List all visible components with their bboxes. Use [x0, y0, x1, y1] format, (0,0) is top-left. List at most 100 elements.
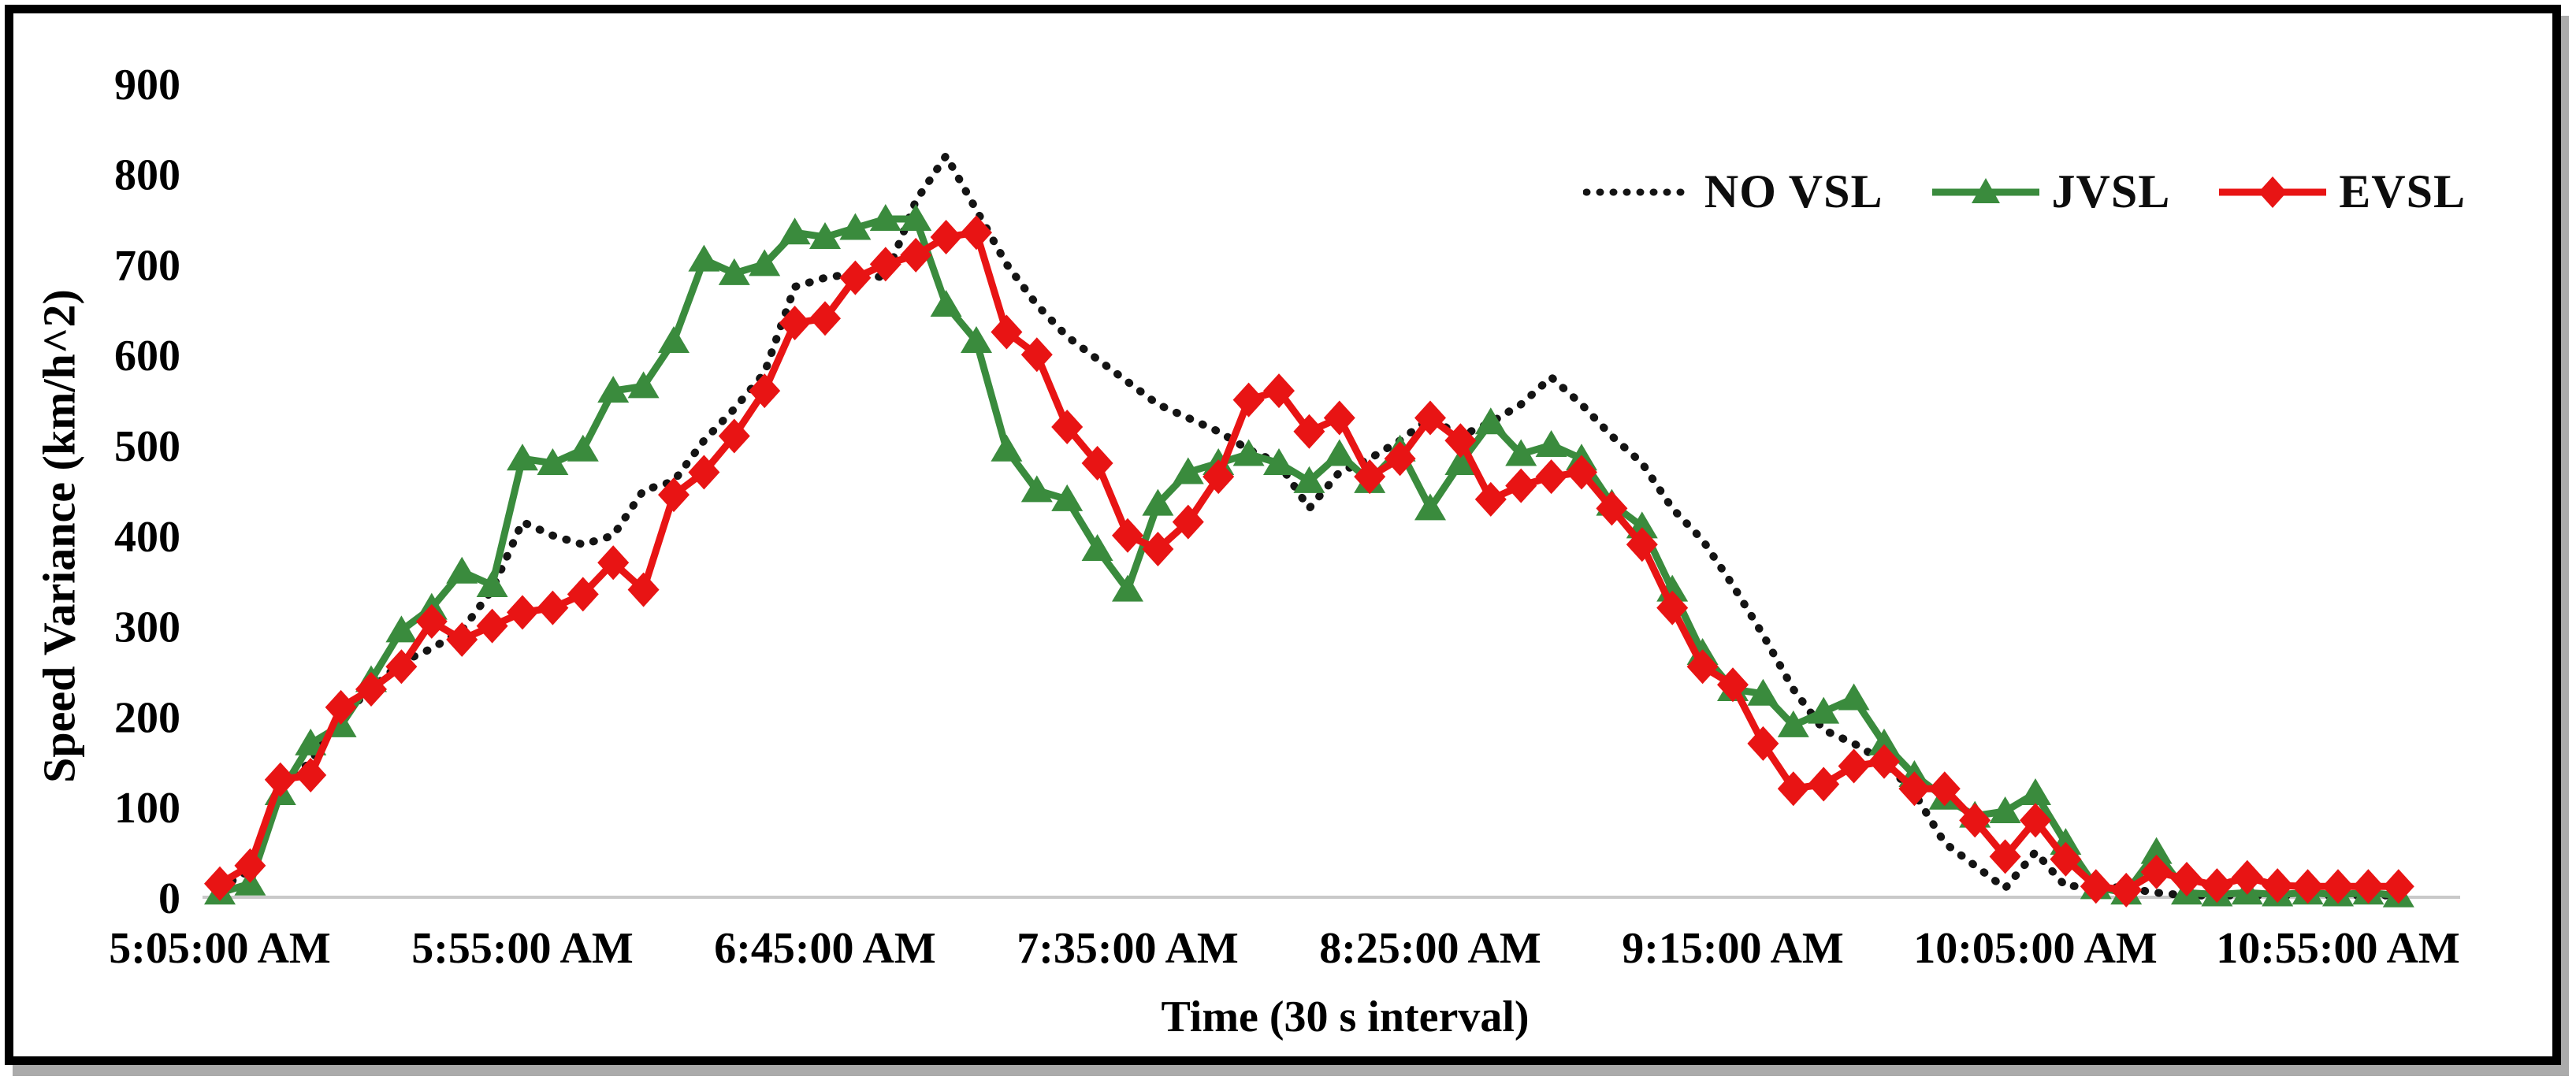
diamond-marker	[1747, 726, 1779, 761]
diamond-marker	[2110, 872, 2143, 907]
triangle-marker	[1444, 447, 1477, 475]
diamond-marker	[355, 671, 387, 707]
triangle-marker	[1838, 683, 1870, 711]
triangle-marker	[839, 213, 872, 240]
diamond-marker	[1323, 400, 1355, 436]
series-line	[216, 215, 2403, 900]
diamond-marker	[385, 649, 418, 685]
diamond-marker	[537, 590, 569, 625]
diamond-marker	[930, 219, 962, 254]
diamond-marker	[1656, 590, 1689, 625]
legend-item-evsl: EVSL	[2217, 165, 2466, 219]
diamond-marker	[1959, 803, 1991, 838]
diamond-marker	[1081, 445, 1113, 481]
x-tick-label: 6:45:00 AM	[714, 924, 936, 973]
triangle-marker	[658, 325, 690, 353]
triangle-marker	[2020, 778, 2051, 805]
diamond-marker	[2140, 854, 2173, 889]
x-tick-label: 5:05:00 AM	[109, 924, 331, 973]
x-tick-label: 10:55:00 AM	[2216, 924, 2460, 973]
diamond-marker	[1414, 400, 1446, 436]
diamond-marker	[1596, 491, 1628, 526]
diamond-marker	[446, 622, 478, 657]
diamond-marker	[1898, 771, 1931, 807]
triangle-marker	[1505, 439, 1537, 466]
diamond-marker	[1626, 527, 1658, 562]
diamond-marker	[627, 572, 660, 607]
x-tick-label: 7:35:00 AM	[1017, 924, 1239, 973]
diamond-marker	[1686, 649, 1719, 685]
triangle-marker	[1414, 493, 1446, 521]
triangle-line-icon	[1931, 177, 2039, 203]
triangle-marker	[1323, 439, 1355, 466]
triangle-marker	[385, 615, 418, 643]
figure-frame: 0 100 200 300 400 500 600 700 800 900 5:05:00 AM 5:…	[5, 5, 2561, 1065]
diamond-marker	[749, 373, 781, 409]
x-tick-label: 8:25:00 AM	[1319, 924, 1541, 973]
triangle-marker	[991, 434, 1023, 462]
series-no-vsl	[216, 151, 2403, 900]
diamond-marker	[1112, 518, 1143, 553]
triangle-marker	[1868, 728, 1900, 755]
diamond-marker	[1232, 382, 1265, 418]
triangle-marker	[779, 217, 811, 245]
y-tick-label: 300	[114, 603, 180, 652]
diamond-marker	[779, 306, 811, 341]
legend: NO VSL JVSL EVSL	[1582, 165, 2466, 219]
triangle-marker	[1172, 457, 1204, 484]
triangle-marker	[597, 376, 630, 403]
triangle-marker	[1020, 475, 1053, 503]
diamond-marker	[1566, 455, 1597, 490]
diamond-marker	[204, 866, 236, 901]
y-tick-label: 900	[114, 61, 180, 109]
diamond-marker	[415, 603, 448, 639]
diamond-line-icon	[2219, 176, 2327, 208]
diamond-marker	[1263, 373, 1295, 409]
triangle-marker	[627, 371, 660, 399]
triangle-marker	[900, 204, 932, 231]
x-tick-label: 10:05:00 AM	[1913, 924, 2158, 973]
diamond-marker	[718, 418, 750, 454]
triangle-marker	[476, 570, 508, 597]
triangle-marker	[1777, 710, 1809, 737]
triangle-marker	[809, 221, 841, 249]
diamond-marker	[991, 314, 1023, 350]
triangle-marker	[446, 556, 478, 584]
triangle-marker	[1989, 796, 2021, 823]
diamond-marker	[2262, 868, 2294, 904]
series-jvsl	[204, 204, 2414, 907]
triangle-marker	[1081, 534, 1113, 562]
diamond-marker	[2322, 869, 2354, 904]
diamond-marker	[1868, 744, 1900, 779]
triangle-marker	[749, 249, 781, 276]
diamond-marker	[2352, 869, 2385, 904]
triangle-marker	[869, 204, 901, 231]
diamond-marker	[1384, 441, 1416, 477]
diamond-marker	[1293, 414, 1325, 449]
legend-label-jvsl: JVSL	[2051, 165, 2171, 217]
diamond-marker	[1051, 410, 1084, 445]
legend-label-no-vsl: NO VSL	[1704, 165, 1883, 217]
legend-item-no-vsl: NO VSL	[1582, 165, 1883, 219]
diamond-marker	[1444, 423, 1477, 458]
y-tick-label: 500	[114, 422, 180, 471]
diamond-marker	[1020, 337, 1053, 373]
triangle-marker	[1142, 488, 1174, 516]
series-evsl	[204, 215, 2414, 907]
diamond-marker	[1142, 532, 1174, 567]
diamond-marker	[1777, 771, 1809, 807]
diamond-marker	[325, 689, 357, 725]
triangle-marker	[2140, 837, 2173, 864]
diamond-marker	[2080, 869, 2112, 904]
diamond-marker	[1172, 504, 1204, 540]
series-line	[216, 228, 2403, 894]
diamond-marker	[476, 608, 508, 644]
diamond-marker	[1838, 748, 1870, 784]
x-tick-label: 5:55:00 AM	[411, 924, 634, 973]
diamond-marker	[961, 215, 992, 251]
diamond-marker	[2201, 868, 2233, 904]
diamond-marker	[234, 848, 266, 883]
diamond-marker	[1535, 459, 1567, 495]
triangle-marker	[1747, 678, 1779, 706]
y-tick-label: 700	[114, 241, 180, 290]
